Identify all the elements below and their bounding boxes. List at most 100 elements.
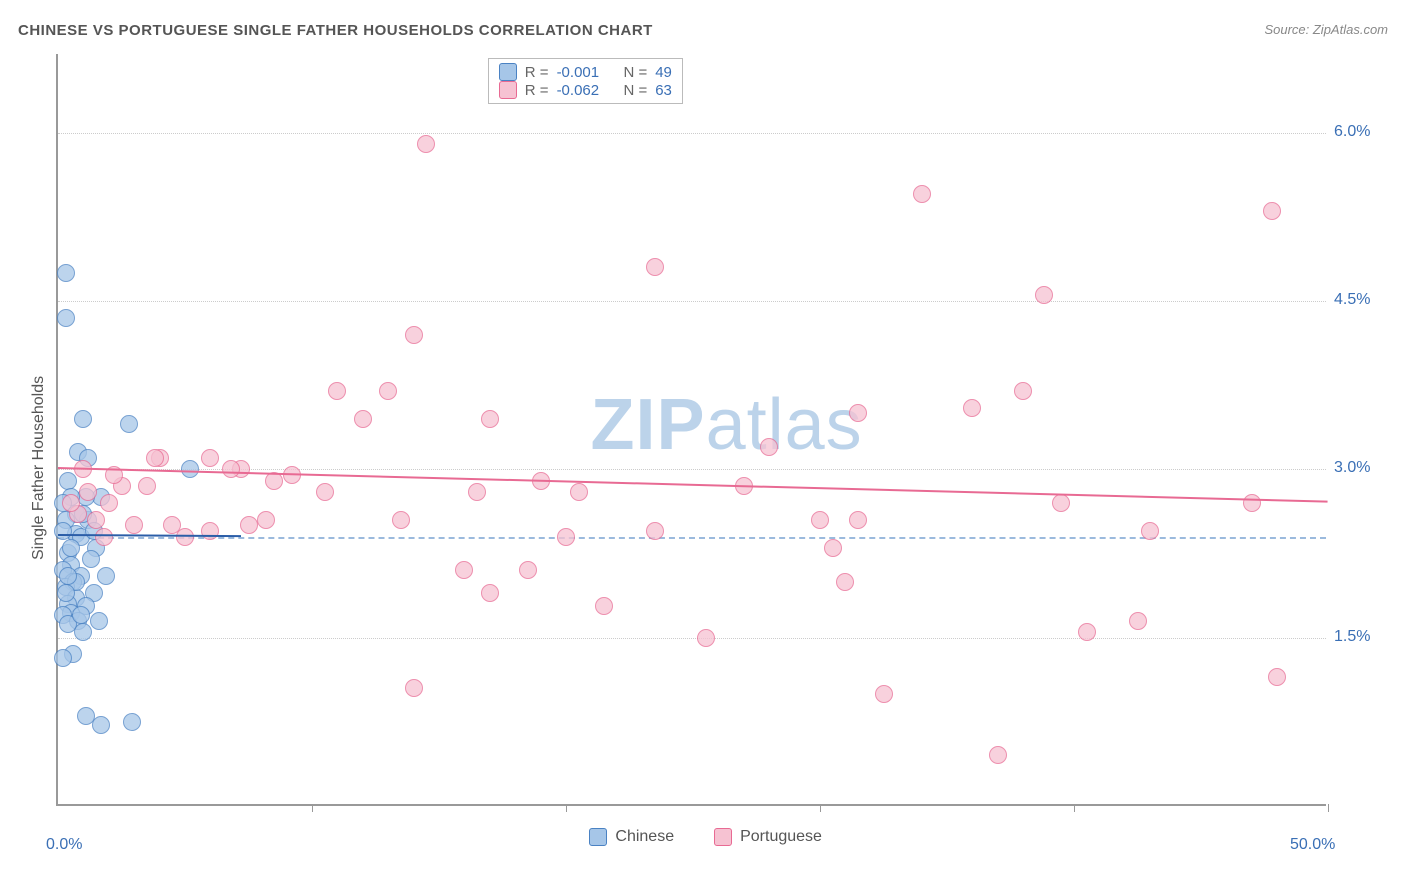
portuguese-point xyxy=(1014,382,1032,400)
legend-n-label: N = xyxy=(623,82,647,99)
legend-item-label: Portuguese xyxy=(740,828,822,846)
portuguese-point xyxy=(1078,623,1096,641)
watermark-post: atlas xyxy=(706,385,863,465)
y-tick-label: 4.5% xyxy=(1334,291,1398,309)
portuguese-point xyxy=(824,539,842,557)
chinese-point xyxy=(54,522,72,540)
portuguese-point xyxy=(1263,202,1281,220)
portuguese-point xyxy=(240,516,258,534)
portuguese-point xyxy=(417,135,435,153)
chinese-point xyxy=(59,567,77,585)
watermark: ZIPatlas xyxy=(591,384,863,466)
legend-item: Portuguese xyxy=(714,828,822,846)
legend-series: Chinese Portuguese xyxy=(589,828,822,846)
x-tick xyxy=(312,804,313,812)
legend-correlation: R =-0.001 N =49R =-0.062 N =63 xyxy=(488,58,683,104)
watermark-pre: ZIP xyxy=(591,385,706,465)
portuguese-point xyxy=(697,629,715,647)
chinese-point xyxy=(82,550,100,568)
gridline xyxy=(58,301,1326,302)
source-label: Source: ZipAtlas.com xyxy=(1264,22,1388,37)
portuguese-point xyxy=(1035,286,1053,304)
chinese-point xyxy=(97,567,115,585)
portuguese-point xyxy=(557,528,575,546)
chinese-point xyxy=(92,716,110,734)
portuguese-point xyxy=(405,326,423,344)
legend-swatch-icon xyxy=(499,81,517,99)
x-tick xyxy=(566,804,567,812)
chinese-point xyxy=(123,713,141,731)
portuguese-point xyxy=(95,528,113,546)
portuguese-point xyxy=(1129,612,1147,630)
legend-swatch-icon xyxy=(589,828,607,846)
portuguese-point xyxy=(125,516,143,534)
chinese-point xyxy=(72,606,90,624)
y-tick-label: 3.0% xyxy=(1334,459,1398,477)
portuguese-point xyxy=(875,685,893,703)
chinese-point xyxy=(57,264,75,282)
portuguese-point xyxy=(1243,494,1261,512)
plot-area: ZIPatlas 1.5%3.0%4.5%6.0% xyxy=(56,54,1326,806)
legend-n-label: N = xyxy=(623,64,647,81)
portuguese-point xyxy=(201,449,219,467)
portuguese-point xyxy=(146,449,164,467)
portuguese-point xyxy=(257,511,275,529)
portuguese-point xyxy=(811,511,829,529)
y-tick-label: 6.0% xyxy=(1334,123,1398,141)
portuguese-point xyxy=(354,410,372,428)
portuguese-point xyxy=(1052,494,1070,512)
portuguese-point xyxy=(913,185,931,203)
portuguese-point xyxy=(963,399,981,417)
legend-r-value: -0.062 xyxy=(557,82,600,99)
portuguese-point xyxy=(989,746,1007,764)
x-start-label: 0.0% xyxy=(46,836,82,854)
portuguese-point xyxy=(849,404,867,422)
gridline xyxy=(58,638,1326,639)
chart-title: CHINESE VS PORTUGUESE SINGLE FATHER HOUS… xyxy=(18,22,653,39)
x-end-label: 50.0% xyxy=(1290,836,1335,854)
reference-line xyxy=(58,537,1326,539)
legend-n-value: 49 xyxy=(655,64,672,81)
portuguese-point xyxy=(595,597,613,615)
legend-row: R =-0.001 N =49 xyxy=(499,63,672,81)
chinese-point xyxy=(57,309,75,327)
chinese-point xyxy=(62,539,80,557)
x-tick xyxy=(1328,804,1329,812)
portuguese-point xyxy=(62,494,80,512)
portuguese-point xyxy=(87,511,105,529)
chinese-point xyxy=(74,410,92,428)
portuguese-point xyxy=(379,382,397,400)
chinese-point xyxy=(120,415,138,433)
portuguese-point xyxy=(836,573,854,591)
portuguese-point xyxy=(849,511,867,529)
portuguese-point xyxy=(222,460,240,478)
portuguese-point xyxy=(1268,668,1286,686)
portuguese-point xyxy=(570,483,588,501)
portuguese-point xyxy=(405,679,423,697)
chinese-point xyxy=(181,460,199,478)
portuguese-point xyxy=(328,382,346,400)
y-tick-label: 1.5% xyxy=(1334,628,1398,646)
chart-container: CHINESE VS PORTUGUESE SINGLE FATHER HOUS… xyxy=(0,0,1406,892)
chinese-point xyxy=(90,612,108,630)
legend-row: R =-0.062 N =63 xyxy=(499,81,672,99)
portuguese-point xyxy=(519,561,537,579)
portuguese-point xyxy=(392,511,410,529)
portuguese-point xyxy=(646,258,664,276)
portuguese-point xyxy=(455,561,473,579)
legend-item-label: Chinese xyxy=(615,828,674,846)
y-axis-label: Single Father Households xyxy=(30,376,48,560)
portuguese-point xyxy=(316,483,334,501)
portuguese-point xyxy=(138,477,156,495)
portuguese-point xyxy=(100,494,118,512)
chinese-point xyxy=(57,584,75,602)
legend-n-value: 63 xyxy=(655,82,672,99)
x-tick xyxy=(820,804,821,812)
chinese-point xyxy=(59,472,77,490)
chinese-point xyxy=(54,649,72,667)
portuguese-point xyxy=(481,410,499,428)
legend-swatch-icon xyxy=(714,828,732,846)
legend-r-value: -0.001 xyxy=(557,64,600,81)
gridline xyxy=(58,133,1326,134)
x-tick xyxy=(1074,804,1075,812)
